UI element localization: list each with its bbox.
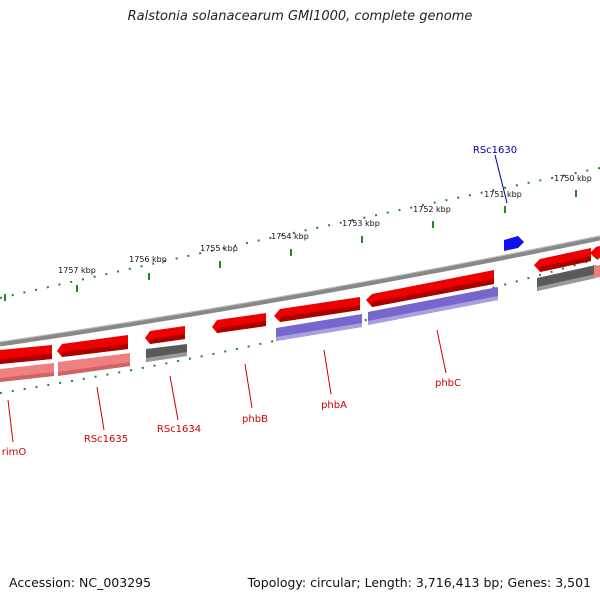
inner-ruler-arc: [0, 257, 600, 394]
feature-bar: [146, 352, 187, 362]
outer-ruler-arc: [0, 167, 600, 299]
gene-arrow: [150, 334, 185, 344]
gene-label-RSc1630: RSc1630: [473, 145, 517, 156]
secondary-features: [0, 265, 600, 382]
label-leaders: [7, 329, 447, 443]
kbp-label: 1752 kbp: [413, 205, 451, 214]
gene-label-RSc1635: RSc1635: [84, 434, 128, 445]
kbp-label: 1750 kbp: [554, 174, 592, 183]
topology-text: Topology: circular; Length: 3,716,413 bp…: [247, 575, 591, 590]
kbp-label: 1757 kbp: [58, 266, 96, 275]
feature-bar: [0, 372, 54, 382]
feature-bar: [537, 274, 596, 291]
genome-backbone: [0, 235, 600, 347]
feature-bar: [368, 296, 498, 325]
accession-text: Accession: NC_003295: [9, 575, 152, 590]
map-title: Ralstonia solanacearum GMI1000, complete…: [127, 9, 473, 24]
forward-genes: [0, 246, 600, 364]
highlighted-gene-arrow: [504, 236, 524, 251]
gene-arrow: [590, 246, 600, 259]
gene-arrow: [62, 344, 128, 357]
kbp-label: 1751 kbp: [484, 190, 522, 199]
kbp-label: 1753 kbp: [342, 219, 380, 228]
feature-bar: [594, 265, 600, 278]
feature-bar: [276, 323, 362, 341]
kbp-label: 1754 kbp: [271, 232, 309, 241]
feature-bar: [58, 362, 130, 376]
gene-label-phbC: phbC: [435, 378, 461, 389]
gene-label-phbA: phbA: [321, 400, 347, 411]
gene-label-RSc1634: RSc1634: [157, 424, 201, 435]
ruler-major-ticks: [4, 190, 577, 301]
kbp-label: 1755 kbp: [200, 244, 238, 253]
gene-label-phbB: phbB: [242, 414, 268, 425]
gene-label-rimO: rimO: [2, 447, 27, 458]
kbp-label: 1756 kbp: [129, 255, 167, 264]
genome-backbone-highlight: [0, 235, 600, 343]
gene-arrow: [280, 305, 360, 322]
gene-arrow: [0, 354, 52, 364]
label-leader: [494, 154, 508, 204]
gene-arrow: [217, 321, 266, 333]
gene-arrow: [372, 279, 494, 307]
gene-arrow: [540, 256, 591, 272]
